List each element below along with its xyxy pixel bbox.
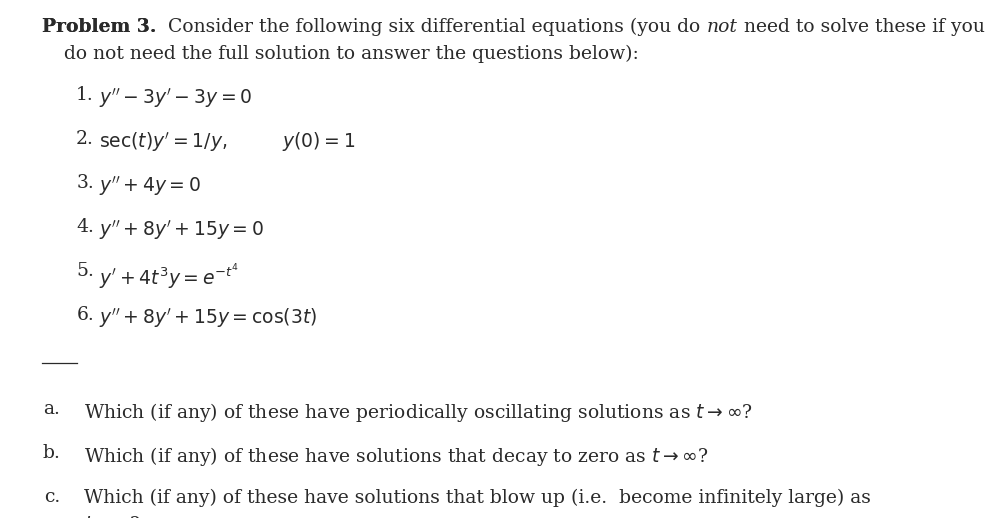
Text: do not need the full solution to answer the questions below):: do not need the full solution to answer … (64, 45, 638, 63)
Text: Which (if any) of these have solutions that decay to zero as $t \to \infty$?: Which (if any) of these have solutions t… (84, 444, 707, 468)
Text: $y'' + 8y' + 15y = \cos(3t)$: $y'' + 8y' + 15y = \cos(3t)$ (99, 307, 317, 330)
Text: $y(0) = 1$: $y(0) = 1$ (282, 131, 355, 153)
Text: need to solve these if you: need to solve these if you (736, 18, 983, 36)
Text: 5.: 5. (76, 263, 94, 281)
Text: Consider the following six differential equations (you do: Consider the following six differential … (156, 18, 706, 36)
Text: $\mathrm{sec}(t)y' = 1/y,$: $\mathrm{sec}(t)y' = 1/y,$ (99, 131, 227, 154)
Text: b.: b. (42, 444, 60, 463)
Text: a.: a. (43, 400, 60, 419)
Text: Which (if any) of these have solutions that blow up (i.e.  become infinitely lar: Which (if any) of these have solutions t… (84, 488, 870, 507)
Text: 4.: 4. (76, 219, 94, 237)
Text: $y'' + 8y' + 15y = 0$: $y'' + 8y' + 15y = 0$ (99, 219, 264, 242)
Text: Problem 3.: Problem 3. (42, 18, 156, 36)
Text: $y'' - 3y' - 3y = 0$: $y'' - 3y' - 3y = 0$ (99, 87, 252, 110)
Text: Which (if any) of these have periodically oscillating solutions as $t \to \infty: Which (if any) of these have periodicall… (84, 400, 752, 424)
Text: $y'' + 4y = 0$: $y'' + 4y = 0$ (99, 175, 200, 198)
Text: $t \to \infty$?: $t \to \infty$? (84, 516, 141, 518)
Text: 3.: 3. (76, 175, 94, 193)
Text: 1.: 1. (76, 87, 94, 105)
Text: $y' + 4t^3y = e^{-t^4}$: $y' + 4t^3y = e^{-t^4}$ (99, 263, 238, 291)
Text: Problem 3.: Problem 3. (42, 18, 156, 36)
Text: 2.: 2. (76, 131, 94, 149)
Text: c.: c. (44, 488, 60, 507)
Text: 6.: 6. (76, 307, 94, 324)
Text: not: not (706, 18, 736, 36)
